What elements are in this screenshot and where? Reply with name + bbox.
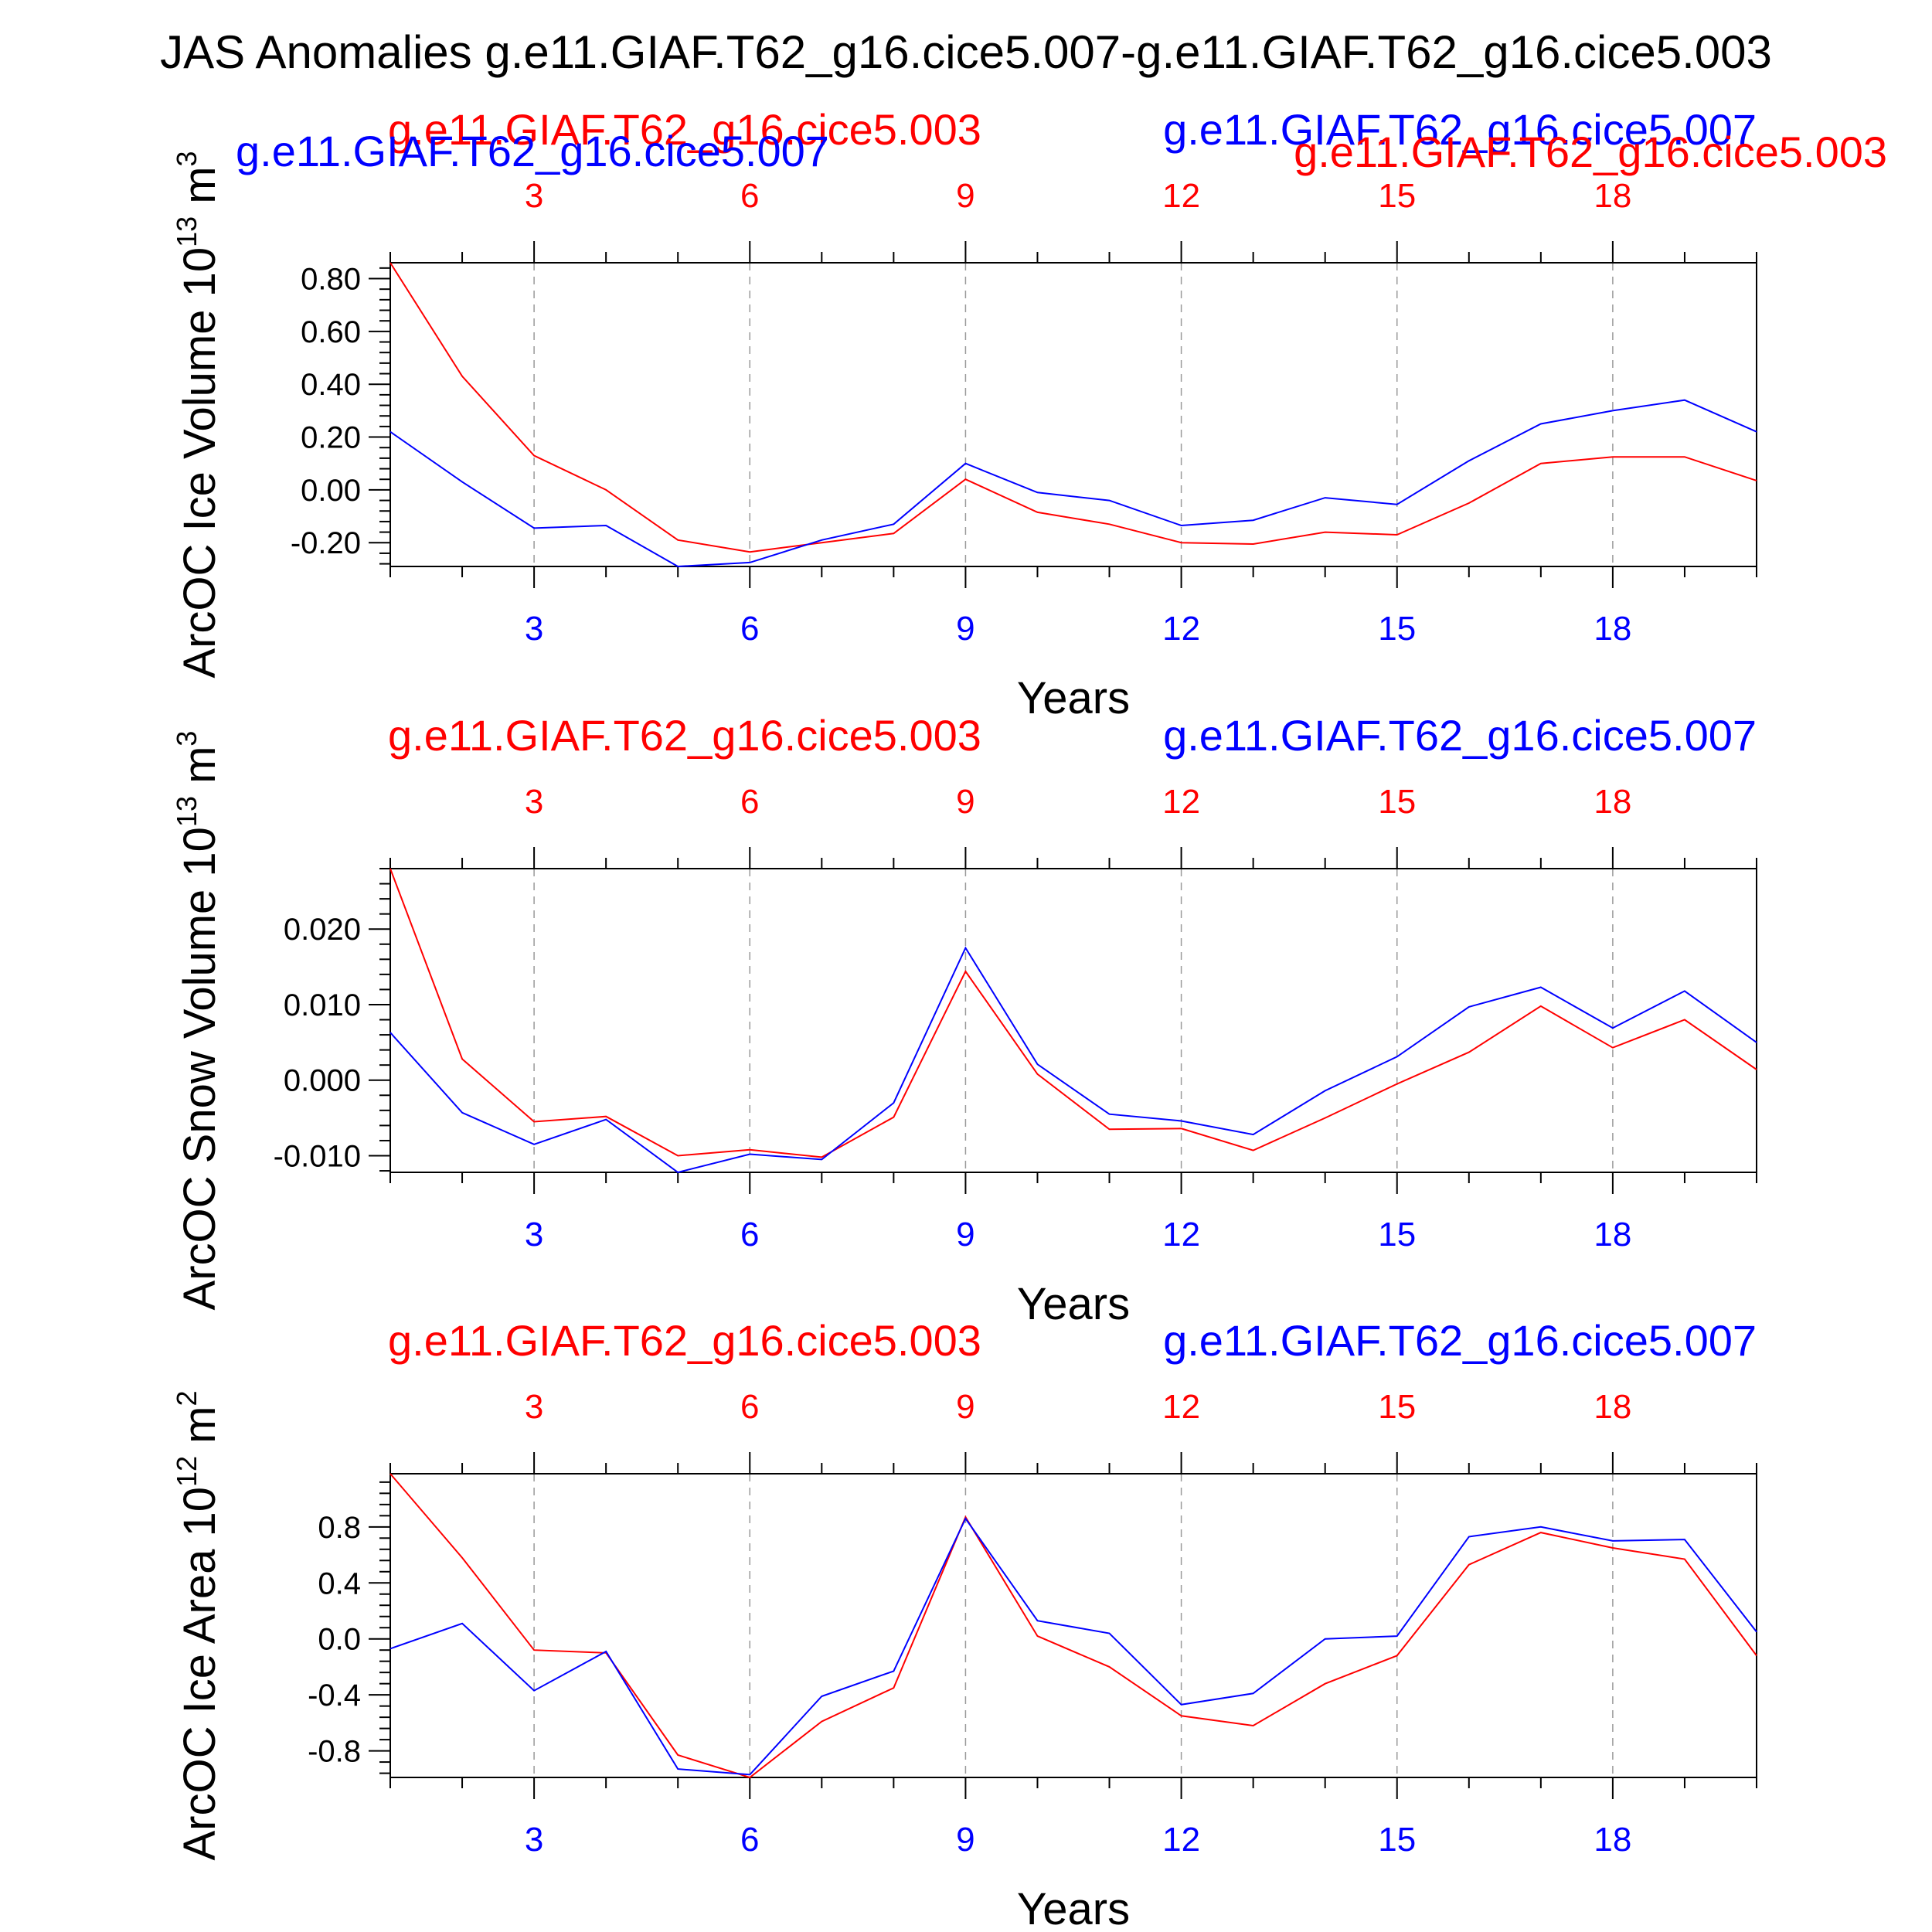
y-tick-label: -0.010 bbox=[274, 1139, 361, 1173]
x-tick-label-top: 3 bbox=[525, 1388, 543, 1426]
x-tick-label-bottom: 9 bbox=[956, 610, 975, 648]
y-label-text: ArcOC Ice Volume 10 bbox=[175, 247, 225, 679]
y-tick-label: 0.20 bbox=[301, 421, 361, 455]
x-tick-label-bottom: 12 bbox=[1162, 1821, 1200, 1859]
figure-title: JAS Anomalies g.e11.GIAF.T62_g16.cice5.0… bbox=[160, 26, 1772, 78]
plot-frame bbox=[389, 868, 1757, 1173]
top-case-label-left: g.e11.GIAF.T62_g16.cice5.003 bbox=[388, 711, 981, 760]
panels: -0.20 0.00 0.20 0.40 0.60 0.80 3 3 6 6 9 9 12 12 15 15 1… bbox=[171, 105, 1887, 1932]
x-tick-label-bottom: 18 bbox=[1594, 1821, 1631, 1859]
x-tick-label-bottom: 18 bbox=[1594, 610, 1631, 648]
x-tick-label-bottom: 6 bbox=[740, 1216, 759, 1253]
x-tick-label-bottom: 6 bbox=[740, 1821, 759, 1859]
x-tick-label-top: 18 bbox=[1594, 783, 1631, 821]
x-tick-label-bottom: 12 bbox=[1162, 1216, 1200, 1253]
top-case-label-right: g.e11.GIAF.T62_g16.cice5.007 bbox=[1163, 1316, 1757, 1365]
series-line-cice5-003 bbox=[389, 868, 1757, 1158]
y-label-exponent: 13 bbox=[171, 216, 202, 247]
x-tick-label-bottom: 15 bbox=[1378, 610, 1416, 648]
x-tick-label-top: 3 bbox=[525, 783, 543, 821]
y-axis-label: ArcOC Ice Area 1012 m2 bbox=[171, 1390, 225, 1860]
x-tick-label-top: 9 bbox=[956, 177, 975, 215]
series-line-cice5-003 bbox=[389, 1473, 1757, 1779]
x-tick-label-top: 6 bbox=[740, 1388, 759, 1426]
y-tick-label: -0.8 bbox=[308, 1735, 361, 1769]
x-tick-label-bottom: 9 bbox=[956, 1821, 975, 1859]
x-tick-label-top: 15 bbox=[1378, 177, 1416, 215]
y-label-exponent: 3 bbox=[171, 731, 202, 747]
y-axis-label: ArcOC Ice Volume 1013 m3 bbox=[171, 151, 225, 678]
y-label-exponent: 13 bbox=[171, 796, 202, 827]
y-label-text: ArcOC Ice Area 10 bbox=[175, 1487, 225, 1861]
top-case-label-left: g.e11.GIAF.T62_g16.cice5.003 bbox=[388, 105, 981, 154]
x-tick-label-top: 9 bbox=[956, 783, 975, 821]
x-tick-label-top: 12 bbox=[1162, 783, 1200, 821]
y-label-exponent: 3 bbox=[171, 151, 202, 166]
x-tick-label-top: 6 bbox=[740, 783, 759, 821]
y-label-text: ArcOC Snow Volume 10 bbox=[175, 827, 225, 1310]
y-label-unit: m bbox=[175, 1406, 225, 1456]
series-line-cice5-007 bbox=[389, 399, 1757, 568]
y-label-unit: m bbox=[175, 747, 225, 796]
series-line-cice5-007 bbox=[389, 946, 1757, 1174]
x-axis-label: Years bbox=[1017, 1279, 1130, 1329]
y-axis-label: ArcOC Snow Volume 1013 m3 bbox=[171, 731, 225, 1311]
x-axis-label: Years bbox=[1017, 1884, 1130, 1932]
x-tick-label-bottom: 3 bbox=[525, 1821, 543, 1859]
x-tick-label-bottom: 12 bbox=[1162, 610, 1200, 648]
x-tick-label-bottom: 3 bbox=[525, 610, 543, 648]
x-tick-label-bottom: 3 bbox=[525, 1216, 543, 1253]
y-tick-label: 0.40 bbox=[301, 368, 361, 402]
series-line-cice5-007 bbox=[389, 1517, 1757, 1776]
y-tick-label: 0.4 bbox=[318, 1566, 361, 1600]
y-tick-label: 0.80 bbox=[301, 263, 361, 297]
chart-panel-1: -0.20 0.00 0.20 0.40 0.60 0.80 3 3 6 6 9 9 12 12 15 15 1… bbox=[171, 105, 1887, 723]
y-tick-label: -0.4 bbox=[308, 1679, 361, 1713]
x-tick-label-bottom: 15 bbox=[1378, 1216, 1416, 1253]
y-tick-label: 0.010 bbox=[284, 988, 361, 1022]
x-tick-label-top: 12 bbox=[1162, 1388, 1200, 1426]
x-tick-label-bottom: 9 bbox=[956, 1216, 975, 1253]
x-tick-label-top: 12 bbox=[1162, 177, 1200, 215]
y-tick-label: 0.8 bbox=[318, 1511, 361, 1545]
plot-frame bbox=[389, 262, 1757, 567]
y-tick-label: 0.020 bbox=[284, 913, 361, 947]
x-tick-label-top: 15 bbox=[1378, 783, 1416, 821]
x-tick-label-bottom: 18 bbox=[1594, 1216, 1631, 1253]
y-tick-label: 0.0 bbox=[318, 1623, 361, 1657]
y-label-exponent: 12 bbox=[171, 1456, 202, 1487]
x-tick-label-bottom: 15 bbox=[1378, 1821, 1416, 1859]
plot-frame bbox=[389, 1473, 1757, 1778]
series-line-cice5-003 bbox=[389, 262, 1757, 553]
chart-panel-2: -0.010 0.000 0.010 0.020 3 3 6 6 9 9 12 12 15 15 18 18 Y… bbox=[171, 711, 1757, 1329]
y-label-exponent: 2 bbox=[171, 1390, 202, 1406]
top-case-label-right: g.e11.GIAF.T62_g16.cice5.007 bbox=[1163, 711, 1757, 760]
x-tick-label-top: 6 bbox=[740, 177, 759, 215]
y-tick-label: 0.000 bbox=[284, 1064, 361, 1098]
x-tick-label-top: 9 bbox=[956, 1388, 975, 1426]
x-axis-label: Years bbox=[1017, 673, 1130, 723]
overlay-case-label-left: g.e11.GIAF.T62_g16.cice5.007 bbox=[236, 127, 829, 175]
x-tick-label-top: 18 bbox=[1594, 177, 1631, 215]
y-tick-label: -0.20 bbox=[291, 526, 361, 560]
y-label-unit: m bbox=[175, 166, 225, 216]
x-tick-label-bottom: 6 bbox=[740, 610, 759, 648]
top-case-label-right: g.e11.GIAF.T62_g16.cice5.007 bbox=[1163, 105, 1757, 154]
y-tick-label: 0.60 bbox=[301, 315, 361, 349]
x-tick-label-top: 15 bbox=[1378, 1388, 1416, 1426]
x-tick-label-top: 18 bbox=[1594, 1388, 1631, 1426]
overlay-case-label-right: g.e11.GIAF.T62_g16.cice5.003 bbox=[1294, 128, 1887, 176]
top-case-label-left: g.e11.GIAF.T62_g16.cice5.003 bbox=[388, 1316, 981, 1365]
chart-panel-3: -0.8 -0.4 0.0 0.4 0.8 3 3 6 6 9 9 12 12 15 15 18 18 Years… bbox=[171, 1316, 1757, 1932]
x-tick-label-top: 3 bbox=[525, 177, 543, 215]
y-tick-label: 0.00 bbox=[301, 474, 361, 508]
